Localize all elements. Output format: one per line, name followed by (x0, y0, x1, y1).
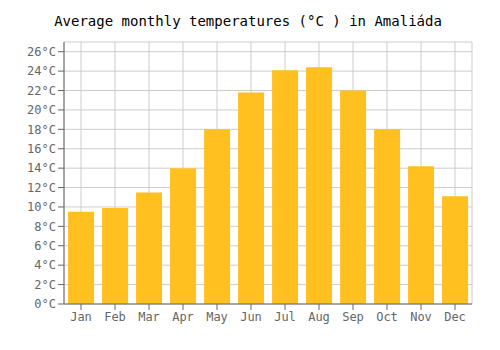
svg-text:10°C: 10°C (27, 200, 56, 214)
svg-text:Jun: Jun (240, 310, 262, 324)
svg-text:18°C: 18°C (27, 123, 56, 137)
svg-text:8°C: 8°C (34, 220, 56, 234)
html-text:Average monthly temperatures (: Average monthly temperatures (°C ) in Am… (54, 13, 442, 29)
svg-text:Jul: Jul (274, 310, 296, 324)
svg-text:Mar: Mar (138, 310, 160, 324)
svg-text:Nov: Nov (410, 310, 432, 324)
svg-text:26°C: 26°C (27, 45, 56, 59)
svg-text:4°C: 4°C (34, 258, 56, 272)
svg-text:2°C: 2°C (34, 278, 56, 292)
svg-text:Dec: Dec (444, 310, 466, 324)
svg-text:Oct: Oct (376, 310, 398, 324)
svg-text:16°C: 16°C (27, 142, 56, 156)
svg-text:Apr: Apr (172, 310, 194, 324)
svg-text:May: May (206, 310, 228, 324)
svg-text:14°C: 14°C (27, 161, 56, 175)
svg-text:20°C: 20°C (27, 103, 56, 117)
svg-text:Jan: Jan (70, 310, 92, 324)
svg-text:12°C: 12°C (27, 181, 56, 195)
svg-text:24°C: 24°C (27, 64, 56, 78)
svg-text:Aug: Aug (308, 310, 330, 324)
svg-text:Feb: Feb (104, 310, 126, 324)
svg-text:Sep: Sep (342, 310, 364, 324)
svg-text:6°C: 6°C (34, 239, 56, 253)
svg-text:22°C: 22°C (27, 84, 56, 98)
svg-text:0°C: 0°C (34, 297, 56, 311)
